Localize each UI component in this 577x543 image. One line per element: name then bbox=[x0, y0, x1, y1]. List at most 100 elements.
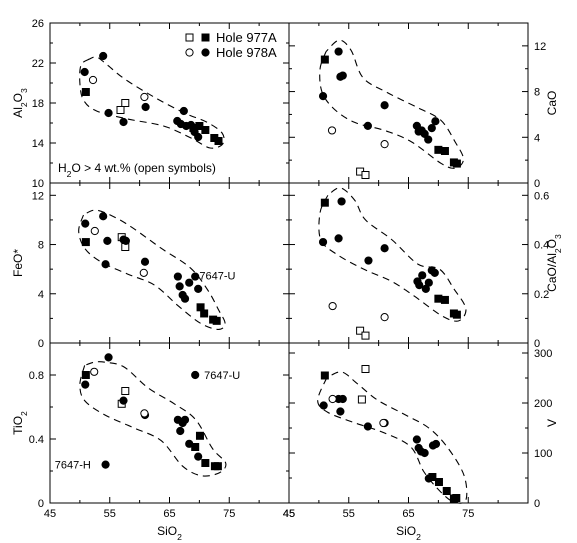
y-tick-label: 0 bbox=[534, 338, 540, 350]
point-978a-filled bbox=[81, 380, 90, 389]
point-978a-filled bbox=[180, 294, 190, 303]
point-978a-open bbox=[90, 367, 99, 376]
x-tick-label: 65 bbox=[402, 508, 414, 520]
legend-circle-filled bbox=[201, 48, 210, 57]
point-978a-filled bbox=[173, 272, 182, 281]
y-tick-label: 0 bbox=[534, 498, 540, 510]
point-978a-open bbox=[380, 140, 389, 149]
point-978a-filled bbox=[363, 121, 372, 130]
point-978a-filled bbox=[119, 117, 128, 127]
legend-square-filled bbox=[201, 33, 210, 42]
point-978a-filled bbox=[337, 197, 346, 206]
sample-annotation: 7647-H bbox=[55, 460, 91, 472]
point-977a-filled bbox=[452, 159, 461, 168]
panel-al2o3: 10 14 18 22 26 Al2O3 bbox=[11, 18, 290, 190]
point-977a-filled bbox=[320, 198, 329, 207]
point-977a-filled bbox=[440, 295, 449, 304]
point-977a-filled bbox=[213, 462, 222, 471]
point-977a-filled bbox=[81, 88, 90, 96]
y-tick-label: 8 bbox=[38, 240, 44, 252]
panel-feo: 0 4 8 12 FeO* 7647-U bbox=[11, 182, 290, 350]
y-tick-label: 12 bbox=[534, 41, 546, 53]
point-978a-filled bbox=[194, 284, 203, 293]
y-tick-label: 100 bbox=[534, 448, 552, 460]
x-tick-label: 65 bbox=[163, 508, 175, 520]
y-tick-label: 0 bbox=[38, 338, 44, 350]
point-978a-filled bbox=[99, 51, 108, 61]
point-978a-filled bbox=[180, 415, 190, 424]
point-978a-filled bbox=[175, 282, 184, 291]
point-978a-filled bbox=[104, 353, 113, 362]
y-tick-label: 0.6 bbox=[534, 190, 549, 202]
y-tick-label: 0.2 bbox=[534, 289, 549, 301]
y-tick-label: 0 bbox=[38, 498, 44, 510]
field-envelope bbox=[319, 39, 465, 169]
point-978a-filled bbox=[185, 439, 194, 448]
y-tick-label: 14 bbox=[32, 138, 44, 150]
point-978a-open bbox=[328, 394, 337, 404]
y-tick-label: 0.8 bbox=[29, 370, 44, 382]
field-envelope bbox=[317, 371, 468, 504]
panel-frame bbox=[288, 182, 529, 344]
y-tick-label: 4 bbox=[534, 132, 540, 144]
point-978a-filled bbox=[380, 101, 389, 110]
point-978a-filled bbox=[431, 117, 440, 126]
field-envelope bbox=[78, 209, 226, 331]
point-978a-filled bbox=[363, 422, 372, 431]
point-978a-filled bbox=[338, 71, 347, 80]
y-tick-label: 8 bbox=[534, 87, 540, 99]
legend-note: H2O > 4 wt.% (open symbols) bbox=[58, 161, 216, 179]
y-tick-label: 300 bbox=[534, 348, 552, 360]
point-978a-filled bbox=[191, 272, 200, 281]
point-977a-open bbox=[121, 387, 130, 395]
point-978a-filled bbox=[431, 439, 441, 449]
panel-cao_al2o3: 0 0.2 0.4 0.6 CaO/Al2O3 bbox=[288, 182, 563, 350]
point-978a-filled bbox=[427, 124, 436, 133]
legend-circle-open bbox=[185, 48, 194, 57]
point-977a-filled bbox=[440, 147, 449, 155]
point-978a-filled bbox=[318, 92, 328, 101]
point-978a-filled bbox=[81, 219, 90, 228]
point-977a-open bbox=[116, 106, 125, 114]
x-tick-label: 55 bbox=[104, 508, 116, 520]
y-tick-label: 10 bbox=[32, 178, 44, 190]
x-tick-label: 45 bbox=[44, 508, 56, 520]
point-978a-filled bbox=[336, 407, 345, 416]
y-tick-label: 18 bbox=[32, 98, 44, 110]
point-977a-open bbox=[361, 331, 370, 340]
x-tick-label: 45 bbox=[283, 508, 295, 520]
point-977a-filled bbox=[452, 310, 461, 319]
point-978a-filled bbox=[319, 401, 328, 410]
point-978a-open bbox=[328, 301, 337, 311]
panel-frame bbox=[49, 342, 290, 504]
y-tick-label: 200 bbox=[534, 398, 552, 410]
legend-label-977a: Hole 977A bbox=[216, 30, 277, 45]
point-978a-open bbox=[90, 226, 99, 236]
y-tick-label: 26 bbox=[32, 18, 44, 30]
point-978a-filled bbox=[424, 474, 433, 483]
y-tick-label: 22 bbox=[32, 58, 44, 70]
point-978a-filled bbox=[191, 370, 200, 380]
panel-tio2: 45 55 65 75 0 0.4 0.8 TiO2 SiO2 7647-U 7647-H bbox=[11, 342, 290, 542]
y-axis-label: FeO* bbox=[11, 249, 25, 277]
point-978a-filled bbox=[103, 236, 112, 245]
point-977a-filled bbox=[434, 145, 443, 154]
y-tick-label: 4 bbox=[38, 289, 44, 301]
point-978a-filled bbox=[424, 278, 433, 287]
point-978a-filled bbox=[420, 129, 429, 138]
point-978a-filled bbox=[420, 448, 429, 458]
point-978a-filled bbox=[418, 271, 427, 280]
point-978a-filled bbox=[318, 237, 328, 247]
point-977a-filled bbox=[201, 126, 210, 134]
point-978a-filled bbox=[101, 260, 110, 269]
y-axis-label: V bbox=[545, 419, 559, 427]
y-tick-label: 0.4 bbox=[29, 434, 44, 446]
y-tick-label: 0 bbox=[534, 178, 540, 190]
point-978a-filled bbox=[194, 452, 203, 461]
point-978a-filled bbox=[412, 435, 421, 444]
point-978a-filled bbox=[99, 212, 108, 221]
sample-annotation: 7647-U bbox=[204, 370, 240, 382]
point-977a-filled bbox=[452, 494, 461, 502]
point-978a-open bbox=[88, 75, 98, 85]
